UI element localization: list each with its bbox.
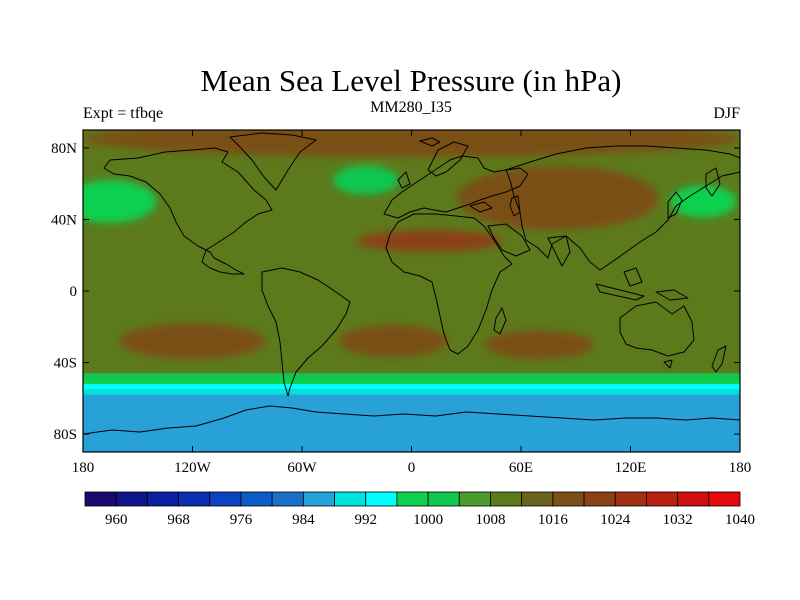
colorbar-label: 1032 [663,512,693,528]
coastline-europe [383,155,529,219]
field-south-atlantic-high [338,324,448,358]
field-band-3 [83,389,740,395]
colorbar-box [334,491,367,507]
model-label: MM280_I35 [370,99,452,116]
coastline-indonesia [595,283,645,301]
colorbar-box [583,491,616,507]
coastline-caspian [509,195,521,217]
coastline-japan [667,191,683,219]
x-tick-label: 180 [72,460,95,476]
colorbar-box [490,491,523,507]
coastline-antarctica [83,405,740,435]
pressure-field [83,130,740,452]
colorbar-box [115,491,148,507]
colorbar-box [146,491,179,507]
coastline-greenland [229,132,317,191]
colorbar-box [178,491,211,507]
field-band-2 [83,384,740,390]
colorbar-box [302,491,335,507]
colorbar-box [396,491,429,507]
colorbar-box [84,491,117,507]
x-tick-label: 120W [174,460,212,476]
colorbar-box [521,491,554,507]
colorbar-label: 960 [105,512,128,528]
field-band-4 [83,394,740,452]
colorbar-label: 1040 [725,512,755,528]
field-aleutian-low [83,180,156,224]
field-icelandic-low [333,165,399,195]
field-band-0 [83,373,740,379]
field-indian-ocean-high [484,330,594,359]
chart-title: Mean Sea Level Pressure (in hPa) [201,63,622,98]
colorbar-label: 1024 [600,512,631,528]
colorbar-label: 1008 [475,512,505,528]
coastline-australia [619,301,695,357]
coastline-north-america [103,147,273,275]
coastline-tasmania [663,359,673,369]
coastline-asia [505,145,740,271]
colorbar-label: 984 [292,512,315,528]
x-tick-label: 60W [287,460,317,476]
colorbar-box [271,491,304,507]
field-siberia-coast-low [670,185,737,218]
y-tick-label: 40S [54,356,77,372]
coastlines [83,132,740,435]
y-tick-label: 0 [70,284,78,300]
coastline-madagascar [493,307,507,335]
colorbar-box [552,491,585,507]
coastline-new-guinea [655,289,689,301]
y-tick-label: 80S [54,427,77,443]
coastline-kamchatka [705,167,721,197]
colorbar-label: 968 [167,512,190,528]
y-tick-label: 80N [51,141,77,157]
colorbar-box [677,491,710,507]
colorbar-box [240,491,273,507]
colorbar-box [458,491,491,507]
field-sahara-high [356,230,503,252]
colorbar-label: 1000 [413,512,443,528]
axes: 180 120W 60W 0 60E 120E 180 80N 40N 0 40S 80S [51,130,751,476]
colorbar-box [365,491,398,507]
coastline-new-zealand [711,345,727,373]
coastline-black-sea [469,201,493,213]
field-siberian-high [457,165,658,231]
field-arctic-high [83,130,740,157]
colorbar-box [614,491,647,507]
season-label: DJF [713,105,740,122]
x-tick-label: 60E [509,460,533,476]
coastline-svalbard [419,137,441,147]
coastline-arabia [487,223,531,257]
coastline-scandinavia [427,141,469,177]
colorbar: 960 968 976 984 992 1000 1008 1016 1024 1032 1040 [84,491,755,528]
field-south-pacific-high [119,323,266,359]
colorbar-box [646,491,679,507]
colorbar-box [708,491,741,507]
experiment-label: Expt = tfbqe [83,105,163,122]
colorbar-label: 1016 [538,512,569,528]
coastline-africa [385,213,513,355]
y-tick-label: 40N [51,212,77,228]
x-tick-label: 180 [729,460,752,476]
colorbar-box [427,491,460,507]
coastline-india [547,235,571,267]
x-tick-label: 0 [408,460,416,476]
field-band-1 [83,378,740,385]
colorbar-box [209,491,242,507]
coastline-borneo [623,267,643,287]
coastline-south-america [261,267,351,397]
colorbar-label: 992 [354,512,377,528]
x-tick-label: 120E [615,460,647,476]
coastline-british-isles [397,171,411,189]
colorbar-label: 976 [230,512,253,528]
